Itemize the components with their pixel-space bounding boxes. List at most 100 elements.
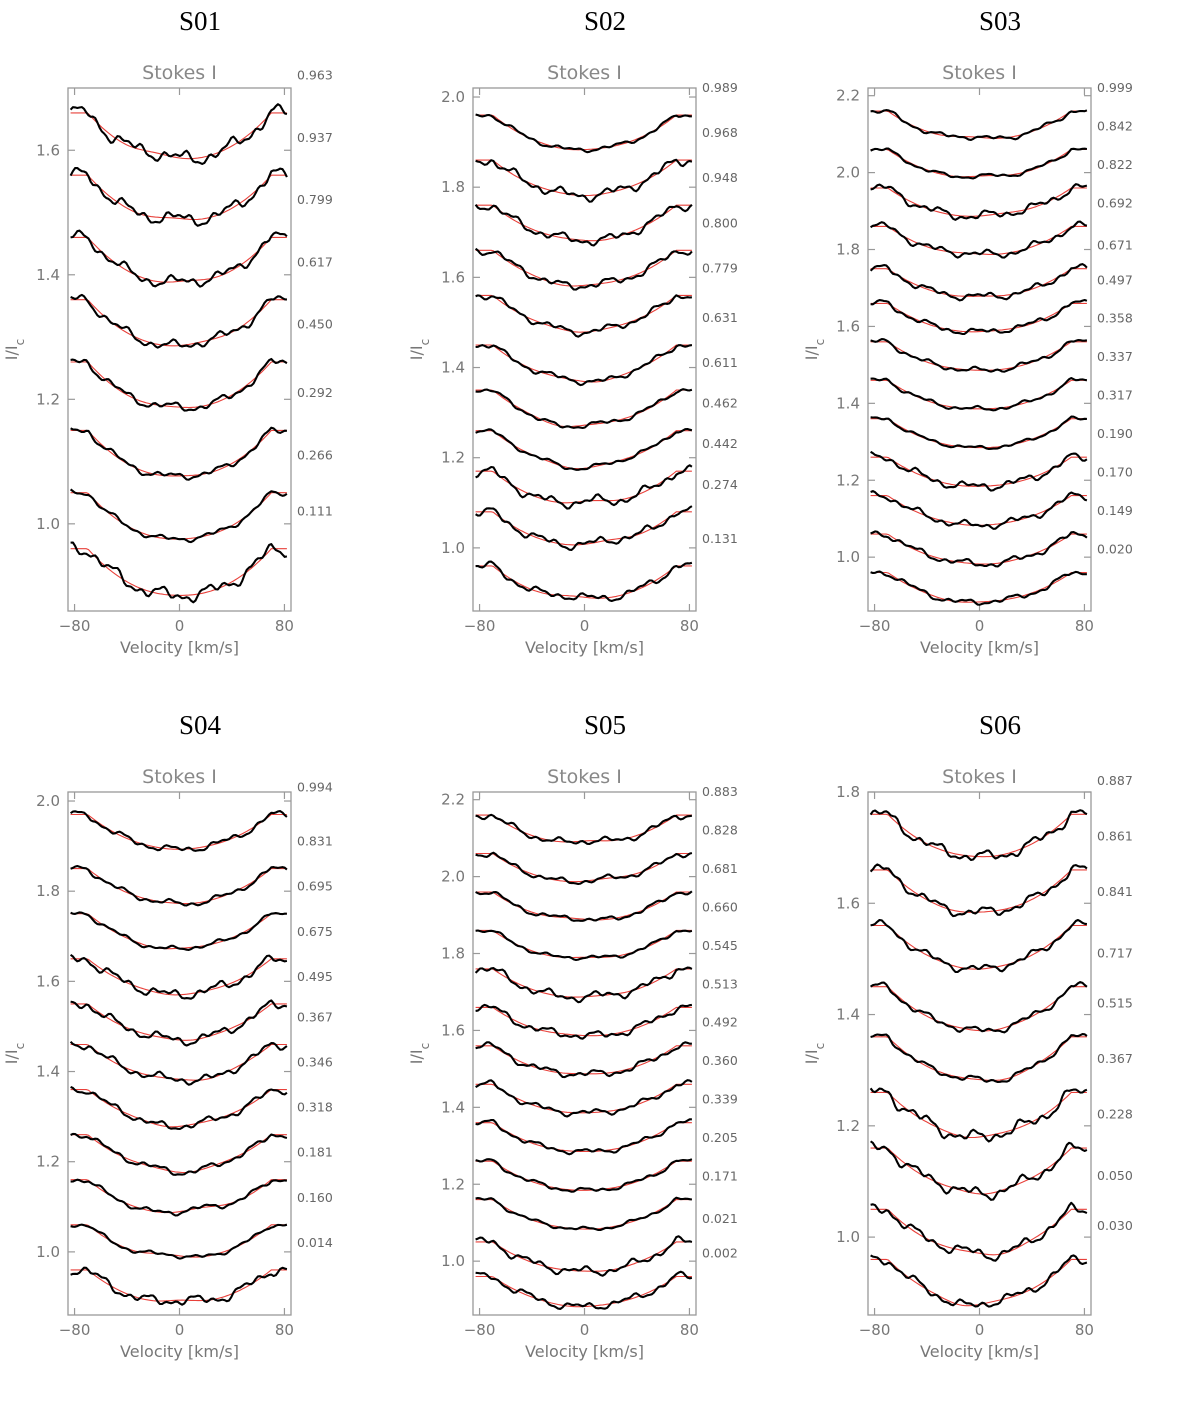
model-profile-line (70, 1089, 287, 1128)
model-profile-line (475, 929, 692, 959)
model-profile-line (475, 294, 692, 333)
model-profile-line (70, 299, 287, 347)
panel-s01: S01 Stokes I 1.0 1.2 1.4 1.6 −80 0 80 Velocity [… (0, 0, 400, 704)
phase-label: 0.360 (702, 1053, 738, 1068)
y-tick-label: 2.0 (441, 88, 465, 106)
model-profile-line (475, 1160, 692, 1191)
model-profile-line (870, 341, 1087, 371)
model-profile-line (70, 1179, 287, 1214)
observed-profile-line (869, 809, 1088, 862)
observed-profile-line (474, 203, 693, 247)
phase-label: 0.317 (1097, 388, 1133, 403)
phase-label: 0.513 (702, 976, 738, 991)
phase-label: 0.675 (297, 924, 333, 939)
model-profile-line (870, 1208, 1087, 1256)
x-axis-label: Velocity [km/s] (920, 638, 1039, 657)
stokes-i-plot: Stokes I 1.0 1.2 1.4 1.6 1.8 2.0 2.2 −80 0 80 Veloc… (802, 62, 1133, 657)
phase-label: 0.799 (297, 192, 333, 207)
observed-profile-line (475, 1079, 693, 1118)
observed-profile-line (69, 103, 288, 165)
model-profile-line (475, 511, 692, 546)
stokes-i-plot: Stokes I 1.0 1.2 1.4 1.6 1.8 2.0 −80 0 80 Velocity… (407, 62, 738, 657)
y-tick-label: 1.4 (836, 1006, 860, 1024)
observed-profile-line (475, 113, 692, 154)
y-tick-label: 1.6 (36, 141, 60, 159)
stokes-i-plot: Stokes I 1.0 1.2 1.4 1.6 1.8 2.0 −80 0 80 Velocity… (2, 766, 333, 1361)
phase-label: 0.822 (1097, 157, 1133, 172)
x-axis-label: Velocity [km/s] (920, 1342, 1039, 1361)
model-profile-line (870, 110, 1087, 139)
observed-profile-line (69, 488, 288, 544)
phase-label: 0.367 (1097, 1051, 1133, 1066)
x-tick-label: 0 (580, 617, 590, 635)
model-profile-line (475, 1006, 692, 1037)
y-tick-label: 1.2 (836, 471, 860, 489)
x-tick-label: 0 (175, 1321, 185, 1339)
panel-s05: S05 Stokes I 1.0 1.2 1.4 1.6 1.8 2.0 2.2 −80 0 80 V… (405, 704, 805, 1408)
y-tick-label: 1.6 (836, 894, 860, 912)
y-tick-label: 1.0 (441, 539, 465, 557)
profile-series (69, 103, 288, 604)
phase-label: 0.681 (702, 861, 738, 876)
plot-subtitle: Stokes I (547, 62, 622, 84)
panel-title: S06 (978, 710, 1022, 740)
y-tick-label: 1.2 (36, 1153, 60, 1171)
model-profile-line (870, 813, 1087, 858)
model-profile-line (870, 533, 1087, 565)
model-profile-line (870, 302, 1087, 333)
y-tick-label: 1.0 (836, 548, 860, 566)
x-tick-label: 80 (680, 1321, 699, 1339)
phase-label: 0.181 (297, 1145, 333, 1160)
observed-profile-line (70, 864, 288, 907)
phase-label: 0.948 (702, 170, 738, 185)
observed-profile-line (69, 1041, 288, 1086)
plot-subtitle: Stokes I (942, 62, 1017, 84)
phase-label: 0.671 (1097, 238, 1133, 253)
phase-label: 0.842 (1097, 118, 1133, 133)
observed-profile-line (70, 1266, 288, 1306)
model-profile-line (475, 470, 692, 504)
phase-label: 0.994 (297, 779, 333, 794)
plot-subtitle: Stokes I (547, 766, 622, 788)
model-profile-line (70, 492, 287, 540)
phase-label: 0.160 (297, 1190, 333, 1205)
model-profile-line (475, 968, 692, 998)
y-tick-label: 1.2 (441, 1175, 465, 1193)
y-tick-label: 1.0 (441, 1252, 465, 1270)
observed-profile-line (475, 1196, 693, 1232)
panel-title: S05 (583, 710, 627, 740)
model-profile-line (70, 913, 287, 950)
observed-profile-line (870, 1201, 1088, 1262)
x-tick-label: 80 (680, 617, 699, 635)
observed-profile-line (475, 1270, 693, 1310)
model-profile-line (870, 418, 1087, 449)
model-profile-line (870, 225, 1087, 255)
y-tick-label: 1.2 (36, 390, 60, 408)
model-profile-line (475, 159, 692, 197)
phase-label: 0.337 (1097, 349, 1133, 364)
model-profile-line (475, 249, 692, 287)
phase-label: 0.631 (702, 310, 738, 325)
phase-label: 0.266 (297, 447, 333, 462)
phase-label: 0.339 (702, 1092, 738, 1107)
phase-label: 0.887 (1097, 773, 1133, 788)
phase-label: 0.617 (297, 254, 333, 269)
phase-label: 0.292 (297, 385, 333, 400)
y-tick-label: 1.0 (36, 1243, 60, 1261)
phase-label: 0.131 (702, 531, 738, 546)
plot-subtitle: Stokes I (142, 766, 217, 788)
model-profile-line (475, 1199, 692, 1230)
y-axis-label: I/Ic (407, 1043, 432, 1064)
model-profile-line (870, 187, 1087, 217)
observed-profile-line (869, 263, 1088, 302)
observed-profile-line (70, 1132, 288, 1176)
phase-label: 0.883 (702, 784, 738, 799)
observed-profile-line (870, 490, 1088, 530)
y-tick-label: 2.0 (36, 792, 60, 810)
panel-title: S03 (978, 6, 1022, 36)
phase-label: 0.002 (702, 1245, 738, 1260)
phase-label: 0.692 (1097, 195, 1133, 210)
observed-profile-line (475, 427, 693, 471)
y-tick-label: 1.4 (441, 359, 465, 377)
observed-profile-line (870, 1140, 1088, 1201)
